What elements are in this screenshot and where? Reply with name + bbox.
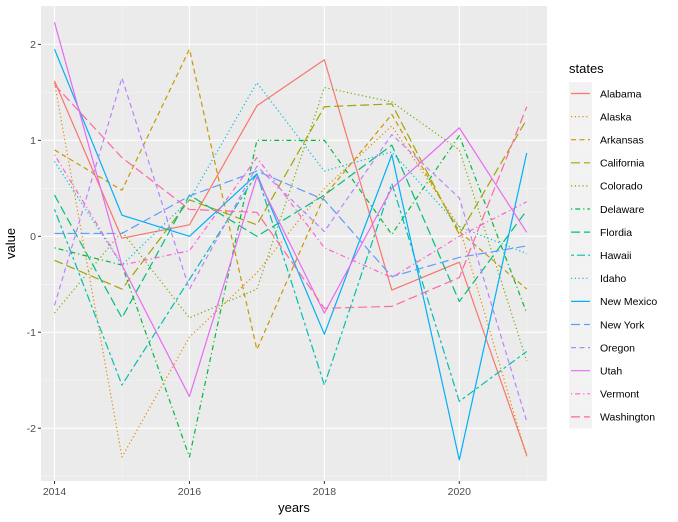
y-axis-title: value xyxy=(3,228,18,259)
legend-label: Arkansas xyxy=(600,135,644,147)
legend-label: New York xyxy=(600,319,645,331)
series-line-washington xyxy=(54,84,528,309)
legend-item: Hawaii xyxy=(569,243,632,267)
legend-item: Washington xyxy=(569,405,655,429)
legend: states Alabama Alaska Arkansas California Co… xyxy=(569,61,657,429)
y-tick-label: -2 xyxy=(27,423,36,435)
x-tick-label: 2014 xyxy=(43,486,67,498)
legend-item: Oregon xyxy=(569,336,635,360)
legend-label: Oregon xyxy=(600,342,635,354)
legend-item: Delaware xyxy=(569,197,645,221)
legend-key-background xyxy=(569,151,592,175)
legend-label: New Mexico xyxy=(600,296,657,308)
legend-label: Utah xyxy=(600,366,622,378)
series-line-hawaii xyxy=(53,173,528,402)
series-line-arkansas xyxy=(54,48,528,351)
legend-title: states xyxy=(569,61,604,76)
x-tick-label: 2016 xyxy=(178,486,202,498)
legend-item: Flordia xyxy=(569,220,632,244)
legend-item: Alaska xyxy=(569,105,632,129)
legend-label: Delaware xyxy=(600,204,645,216)
legend-label: Colorado xyxy=(600,181,643,193)
legend-key-background xyxy=(569,382,592,406)
y-tick-label: 1 xyxy=(30,135,36,147)
series-line-colorado xyxy=(54,86,528,362)
x-tick-label: 2020 xyxy=(448,486,472,498)
legend-key-background xyxy=(569,220,592,244)
series-line-alabama xyxy=(53,59,528,456)
x-tick-labels: 2014 2016 2018 2020 xyxy=(43,486,471,498)
legend-item: Arkansas xyxy=(569,128,644,152)
series-line-alaska xyxy=(53,82,528,458)
y-tick-label: 0 xyxy=(30,231,36,243)
legend-item: California xyxy=(569,151,645,175)
legend-items: Alabama Alaska Arkansas California Colorado D… xyxy=(569,82,657,429)
legend-label: Hawaii xyxy=(600,250,632,262)
legend-key-background xyxy=(569,313,592,336)
series-layer xyxy=(53,22,528,461)
legend-key-background xyxy=(569,405,592,429)
series-line-new-york xyxy=(54,170,527,278)
legend-label: California xyxy=(600,158,645,170)
x-axis-title: years xyxy=(278,500,310,515)
legend-label: Washington xyxy=(600,412,655,424)
axis-ticks xyxy=(38,43,460,484)
legend-key-background xyxy=(569,174,592,198)
series-line-flordia xyxy=(53,144,528,319)
series-line-california xyxy=(54,103,528,290)
legend-label: Idaho xyxy=(600,273,626,285)
legend-key-background xyxy=(569,197,592,221)
x-tick-label: 2018 xyxy=(313,486,337,498)
series-line-utah xyxy=(53,22,528,398)
y-tick-labels: -2 -1 0 1 2 xyxy=(27,39,37,435)
legend-label: Vermont xyxy=(600,389,639,401)
legend-label: Alabama xyxy=(600,88,642,100)
legend-key-background xyxy=(569,266,592,290)
legend-item: Utah xyxy=(569,359,622,383)
legend-item: Idaho xyxy=(569,266,626,290)
legend-label: Flordia xyxy=(600,227,632,239)
legend-item: New York xyxy=(569,313,645,336)
legend-label: Alaska xyxy=(600,111,632,123)
legend-item: Colorado xyxy=(569,174,643,198)
legend-item: Vermont xyxy=(569,382,639,406)
plot-panel xyxy=(41,6,547,481)
series-line-new-mexico xyxy=(53,48,528,461)
legend-item: New Mexico xyxy=(569,289,657,313)
y-tick-label: -1 xyxy=(27,327,36,339)
legend-item: Alabama xyxy=(569,82,642,105)
legend-key-background xyxy=(569,105,592,129)
series-line-oregon xyxy=(53,77,528,422)
series-line-vermont xyxy=(53,154,528,279)
y-tick-label: 2 xyxy=(30,39,36,51)
